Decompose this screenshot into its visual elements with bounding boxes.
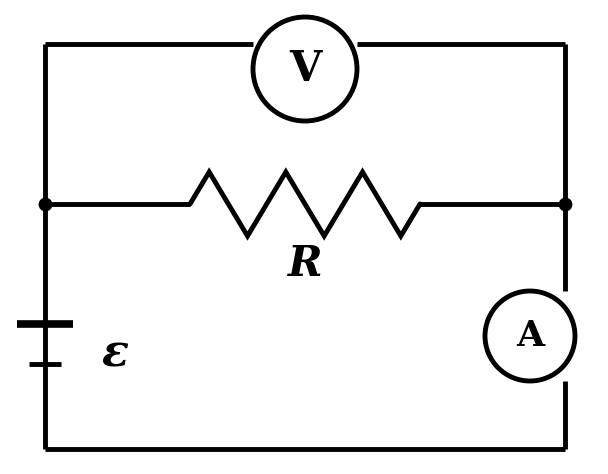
Text: R: R <box>288 243 322 285</box>
Point <box>40 200 50 208</box>
Point <box>560 200 570 208</box>
Circle shape <box>485 291 575 381</box>
Text: A: A <box>516 319 544 353</box>
Text: ε: ε <box>102 332 128 375</box>
Text: V: V <box>289 48 321 90</box>
Circle shape <box>253 17 357 121</box>
